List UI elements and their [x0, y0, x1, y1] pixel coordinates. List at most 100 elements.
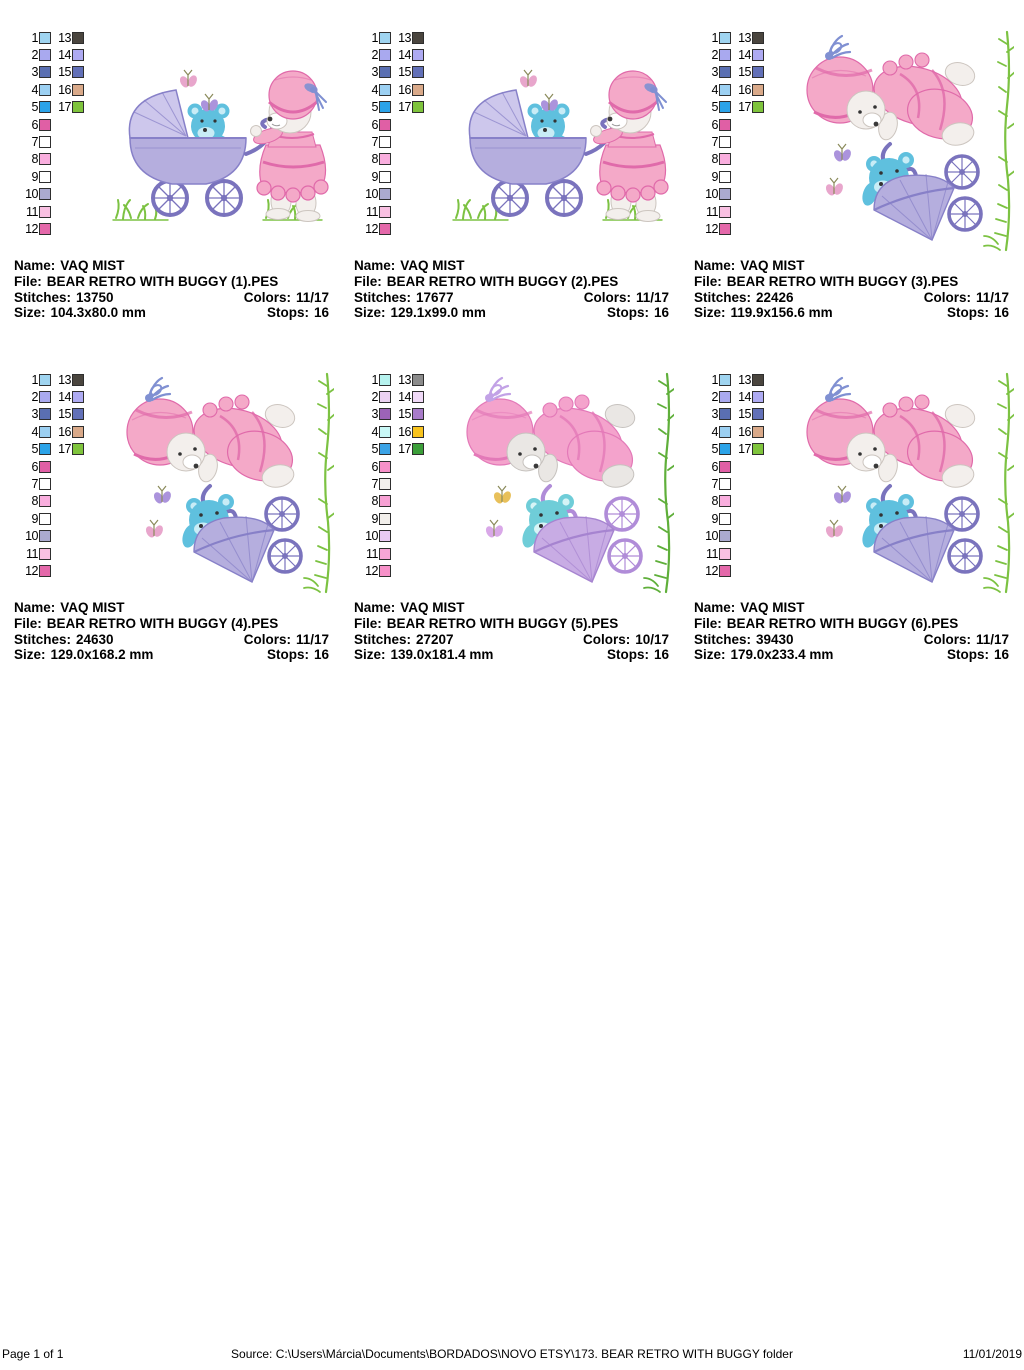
thread-color-swatch	[72, 443, 84, 456]
thread-number: 12	[365, 221, 378, 236]
palette-row: 1 13	[358, 29, 424, 46]
stops-label: Stops:	[946, 647, 989, 663]
thread-number: 6	[371, 117, 379, 132]
name-value: VAQ MIST	[60, 258, 125, 273]
thread-color-swatch	[719, 408, 731, 421]
thread-number: 15	[738, 65, 751, 80]
pram	[862, 484, 983, 583]
thread-color-swatch	[72, 101, 84, 114]
palette-row: 4 16	[698, 81, 764, 98]
palette-row: 7	[698, 133, 764, 150]
thread-color-swatch	[379, 460, 391, 473]
thread-number: 8	[711, 152, 719, 167]
palette-row: 7	[698, 475, 764, 492]
palette-row: 9	[18, 168, 84, 185]
thread-color-swatch	[379, 443, 391, 456]
thread-color-swatch	[39, 83, 51, 96]
thread-number: 3	[371, 407, 379, 422]
thread-color-swatch	[39, 547, 51, 560]
design-lean-scene	[806, 372, 1014, 594]
name-label: Name:	[694, 600, 736, 615]
thread-color-swatch	[719, 83, 731, 96]
design-metadata: Name: VAQ MIST File: BEAR RETRO WITH BUGGY…	[354, 258, 669, 321]
name-value: VAQ MIST	[740, 258, 805, 273]
colors-value: 11/17	[295, 289, 329, 305]
thread-number: 2	[371, 390, 379, 405]
palette-row: 8	[698, 493, 764, 510]
mother-bear	[466, 376, 636, 488]
mother-bear	[806, 34, 976, 146]
name-value: VAQ MIST	[400, 600, 465, 615]
palette-row: 3 15	[698, 406, 764, 423]
thread-number: 14	[738, 48, 751, 63]
palette-row: 10	[358, 186, 424, 203]
palette-row: 7	[358, 133, 424, 150]
palette-row: 5 17	[698, 99, 764, 116]
thread-color-swatch	[39, 443, 51, 456]
thread-number: 17	[398, 100, 411, 115]
thread-number: 5	[31, 100, 39, 115]
file-value: BEAR RETRO WITH BUGGY (1).PES	[46, 273, 279, 289]
thread-color-swatch	[412, 66, 424, 79]
design-metadata: Name: VAQ MIST File: BEAR RETRO WITH BUGGY…	[694, 258, 1009, 321]
size-stops-line: Size: 129.1x99.0 mm Stops: 16	[354, 305, 669, 321]
palette-row: 3 15	[358, 406, 424, 423]
palette-row: 6	[698, 458, 764, 475]
palette-row: 12	[18, 562, 84, 579]
size-value: 129.0x168.2 mm	[50, 647, 154, 663]
pram	[522, 484, 643, 583]
thread-color-swatch	[719, 153, 731, 166]
name-line: Name: VAQ MIST	[14, 600, 329, 616]
thread-number: 16	[738, 424, 751, 439]
thread-number: 5	[371, 442, 379, 457]
thread-color-swatch	[719, 495, 731, 508]
colors-value: 10/17	[635, 631, 669, 647]
thread-number: 5	[711, 100, 719, 115]
thread-color-swatch	[719, 391, 731, 404]
butterfly	[825, 519, 843, 538]
palette-row: 6	[18, 458, 84, 475]
file-label: File:	[14, 615, 42, 631]
thread-color-swatch	[39, 222, 51, 235]
stops-label: Stops:	[266, 305, 309, 321]
file-value: BEAR RETRO WITH BUGGY (5).PES	[386, 615, 619, 631]
palette-row: 9	[18, 510, 84, 527]
thread-color-swatch	[379, 495, 391, 508]
thread-color-swatch	[39, 408, 51, 421]
size-label: Size:	[694, 647, 726, 663]
thread-color-swatch	[719, 478, 731, 491]
size-value: 129.1x99.0 mm	[390, 305, 486, 321]
palette-row: 6	[358, 116, 424, 133]
name-line: Name: VAQ MIST	[354, 600, 669, 616]
size-stops-line: Size: 119.9x156.6 mm Stops: 16	[694, 305, 1009, 321]
thread-number: 9	[711, 511, 719, 526]
colors-label: Colors:	[923, 289, 971, 305]
name-label: Name:	[354, 600, 396, 615]
thread-number: 14	[58, 48, 71, 63]
thread-number: 13	[58, 372, 71, 387]
palette-row: 9	[358, 168, 424, 185]
thread-number: 10	[25, 529, 38, 544]
thread-number: 17	[738, 442, 751, 457]
size-value: 179.0x233.4 mm	[730, 647, 834, 663]
design-preview	[102, 372, 334, 596]
name-label: Name:	[694, 258, 736, 273]
palette-row: 8	[18, 493, 84, 510]
file-label: File:	[694, 273, 722, 289]
design-preview	[110, 50, 330, 228]
thread-color-swatch	[379, 425, 391, 438]
thread-color-swatch	[39, 118, 51, 131]
thread-number: 1	[31, 30, 39, 45]
palette-row: 12	[358, 220, 424, 237]
thread-number: 8	[711, 494, 719, 509]
palette-row: 4 16	[358, 423, 424, 440]
colors-value: 11/17	[295, 631, 329, 647]
thread-color-swatch	[72, 408, 84, 421]
palette-row: 12	[698, 562, 764, 579]
thread-number: 7	[371, 477, 379, 492]
thread-color-swatch	[412, 408, 424, 421]
thread-number: 12	[25, 221, 38, 236]
thread-number: 2	[711, 48, 719, 63]
size-stops-line: Size: 139.0x181.4 mm Stops: 16	[354, 647, 669, 663]
stitches-colors-line: Stitches: 22426 Colors: 11/17	[694, 290, 1009, 306]
